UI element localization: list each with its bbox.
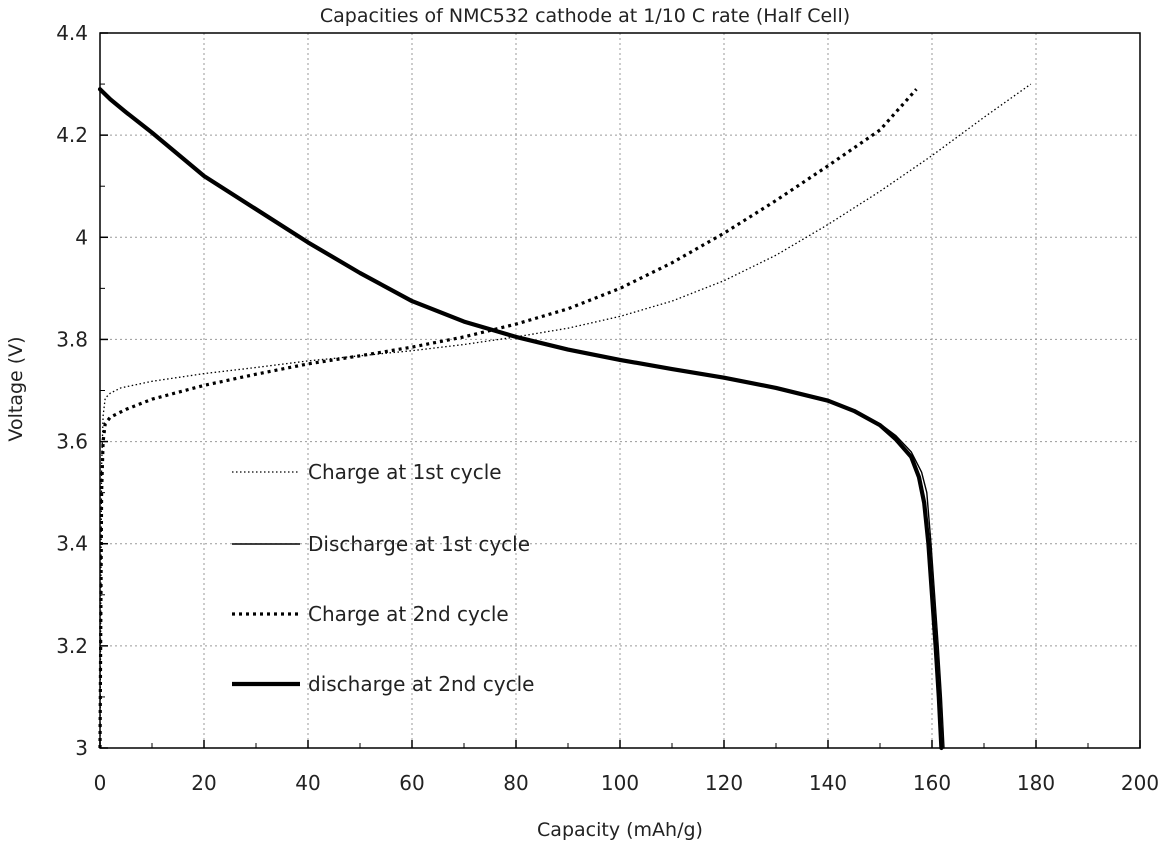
- x-tick-label: 100: [601, 771, 639, 795]
- y-axis-title: Voltage (V): [5, 336, 27, 441]
- x-tick-label: 180: [1017, 771, 1055, 795]
- legend-label: Discharge at 1st cycle: [308, 532, 530, 556]
- series-lines: [97, 83, 1032, 751]
- legend-label: Charge at 2nd cycle: [308, 602, 509, 626]
- plot-area-frame: [99, 32, 1141, 749]
- series-line-1: [99, 83, 1032, 749]
- series-line-3: [98, 88, 918, 749]
- series-line-4: [97, 87, 944, 751]
- y-tick-label: 3: [75, 736, 88, 760]
- y-tick-label: 3.6: [56, 430, 88, 454]
- x-tick-label: 40: [295, 771, 320, 795]
- y-tick-label: 3.2: [56, 634, 88, 658]
- grid: [100, 33, 1140, 748]
- x-tick-label: 80: [503, 771, 528, 795]
- legend-label: Charge at 1st cycle: [308, 460, 502, 484]
- legend-label: discharge at 2nd cycle: [308, 672, 534, 696]
- axis-ticks: 0 20 40 60 80 100 120 140 160 180 200 3 3.2 3.4 3.6 3.8…: [56, 21, 1159, 795]
- legend: Charge at 1st cycle Discharge at 1st cycl…: [232, 460, 534, 696]
- x-tick-label: 120: [705, 771, 743, 795]
- x-tick-label: 140: [809, 771, 847, 795]
- y-tick-label: 3.4: [56, 532, 88, 556]
- x-axis-title: Capacity (mAh/g): [537, 819, 703, 841]
- x-tick-label: 200: [1121, 771, 1159, 795]
- y-tick-label: 4.4: [56, 21, 88, 45]
- x-tick-label: 0: [94, 771, 107, 795]
- chart-title: Capacities of NMC532 cathode at 1/10 C r…: [320, 5, 850, 27]
- x-tick-label: 20: [191, 771, 216, 795]
- y-tick-label: 4.2: [56, 123, 88, 147]
- y-tick-label: 4: [75, 225, 88, 249]
- y-tick-label: 3.8: [56, 327, 88, 351]
- x-tick-label: 160: [913, 771, 951, 795]
- x-tick-label: 60: [399, 771, 424, 795]
